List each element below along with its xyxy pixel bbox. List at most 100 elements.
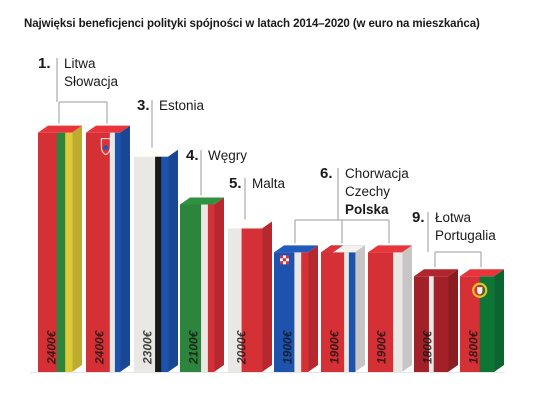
bar-stripe [344, 252, 350, 372]
bar-portugal: 1800€ [460, 269, 504, 372]
checkerboard-icon [286, 255, 289, 259]
bar-stripe [114, 132, 121, 372]
rank-label: 3. [137, 97, 150, 114]
bar-top-malta [228, 221, 272, 229]
bar-stripe [161, 156, 169, 372]
rank-label: 6. [320, 165, 333, 182]
bar-stripe [155, 156, 162, 372]
rank-label: 5. [229, 175, 242, 192]
bar-top-slovakia [86, 125, 130, 133]
bar-stripe [321, 252, 345, 372]
bar-value-label: 1900€ [374, 329, 388, 364]
bar-stripe [348, 252, 356, 372]
bar-top-poland [368, 245, 412, 253]
country-label: Polska [345, 202, 389, 217]
group-annotation-6: 9. Łotwa Portugalia [412, 209, 496, 268]
bar-malta: 2000€ [228, 221, 272, 372]
country-label: Chorwacja [345, 166, 409, 181]
checkerboard-icon [280, 261, 283, 265]
bar-stripe [207, 204, 215, 372]
bar-value-label: 1800€ [420, 329, 434, 364]
checkerboard-icon [283, 255, 286, 259]
checkerboard-icon [283, 261, 286, 265]
bar-side-malta [262, 221, 272, 372]
group-annotation-4: 5. Malta [229, 175, 286, 220]
bar-side-portugal [494, 269, 504, 372]
bar-stripe [414, 276, 430, 372]
bar-shade [228, 228, 262, 372]
bar-value-label: 2300€ [140, 329, 154, 365]
bar-top-latvia [414, 269, 458, 277]
bar-shade [38, 132, 72, 372]
armillary-sphere-icon [472, 282, 488, 298]
group-annotation-5: 6. Chorwacja Czechy Polska [294, 165, 409, 244]
bar-top-croatia [274, 245, 318, 253]
bar-latvia: 1800€ [414, 269, 458, 372]
bar-stripe [368, 252, 394, 372]
country-label: Litwa [64, 56, 96, 71]
bar-side-hungary [214, 197, 224, 372]
bar-stripe [433, 276, 449, 372]
chart-title: Najwięksi beneficjenci polityki spójnośc… [24, 18, 480, 30]
group-annotation-3: 4. Węgry [186, 147, 247, 196]
bar-slovakia: 2400€ [86, 125, 130, 373]
bar-estonia: 2300€ [134, 149, 178, 372]
bar-hungary: 2100€ [180, 197, 224, 372]
bar-stripe [274, 252, 295, 372]
bar-side-czechia [355, 245, 365, 372]
bar-stripe [56, 132, 66, 372]
bar-stripe [38, 132, 58, 372]
rank-label: 4. [186, 147, 199, 164]
bar-value-label: 1900€ [327, 329, 341, 364]
country-label: Słowacja [64, 74, 119, 89]
bar-croatia: 1900€ [274, 245, 318, 372]
bar-shade [134, 156, 168, 372]
bar-stripe [294, 252, 302, 372]
bar-stripe [134, 156, 156, 372]
bar-stripe [201, 204, 209, 372]
bar-stripe [241, 228, 263, 372]
bar-top-hungary [180, 197, 224, 205]
bar-stripe [228, 228, 242, 372]
bar-value-label: 1900€ [280, 329, 294, 364]
country-label: Portugalia [435, 228, 496, 243]
bar-side-slovakia [120, 125, 130, 373]
bar-shade [321, 252, 355, 372]
rank-label: 1. [38, 55, 51, 72]
bar-value-label: 2100€ [186, 329, 200, 365]
bar-shade [368, 252, 402, 372]
shield-icon [476, 286, 484, 296]
bar-stripe [109, 132, 116, 372]
checkerboard-icon [286, 261, 289, 265]
bar-value-label: 1800€ [466, 329, 480, 364]
bar-shade [86, 132, 120, 372]
bar-stripe [393, 252, 403, 372]
bar-czechia: 1900€ [321, 245, 365, 372]
bar-shade [180, 204, 214, 372]
country-label: Malta [252, 176, 286, 191]
checkerboard-icon [286, 258, 289, 262]
bar-stripe [301, 252, 309, 372]
bar-stripe [428, 276, 435, 372]
bar-top-stripe [332, 245, 365, 253]
bar-value-label: 2000€ [234, 329, 248, 365]
page-edge-decoration [519, 0, 527, 400]
bar-side-lithuania [72, 125, 82, 373]
bar-poland: 1900€ [368, 245, 412, 372]
bar-top-stripe [321, 245, 343, 253]
group-annotation-2: 3. Estonia [137, 97, 205, 148]
country-label: Węgry [208, 148, 247, 163]
bar-value-label: 2400€ [44, 329, 58, 365]
bar-stripe [65, 132, 73, 372]
bar-stripe [479, 276, 495, 372]
coat-of-arms-hills-icon [103, 145, 109, 150]
rank-label: 9. [412, 209, 425, 226]
bar-side-croatia [308, 245, 318, 372]
bar-side-poland [402, 245, 412, 372]
checkerboard-icon [280, 258, 283, 262]
bar-side-latvia [448, 269, 458, 372]
bar-top-portugal [460, 269, 504, 277]
bar-lithuania: 2400€ [38, 125, 82, 373]
checkerboard-icon [280, 255, 283, 259]
group-annotation-1: 1. Litwa Słowacja [38, 55, 119, 124]
